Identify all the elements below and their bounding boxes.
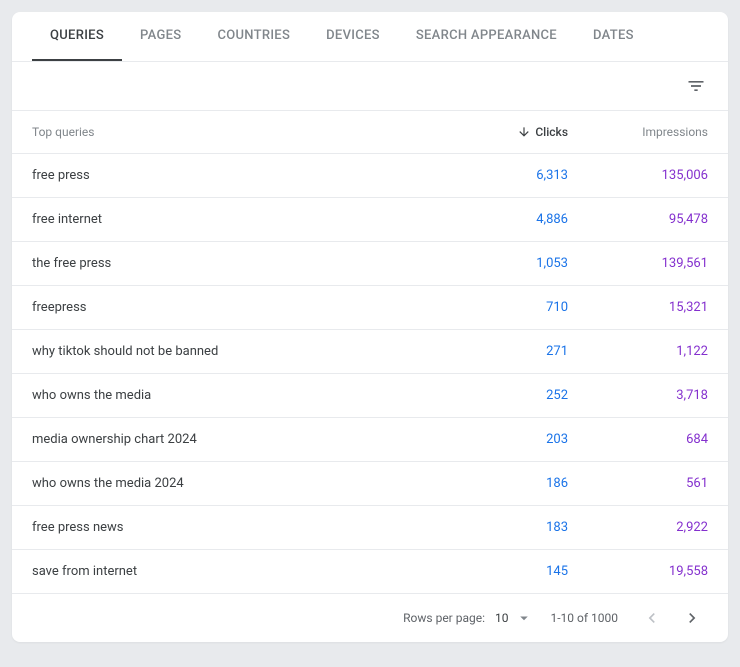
prev-page-button[interactable] [636, 602, 668, 634]
impressions-cell: 2,922 [568, 520, 708, 535]
column-header-clicks[interactable]: Clicks [448, 125, 568, 139]
query-cell: free press [32, 168, 448, 183]
clicks-cell: 1,053 [448, 256, 568, 271]
table-row[interactable]: who owns the media 2024186561 [12, 462, 728, 506]
column-header-impressions[interactable]: Impressions [568, 125, 708, 139]
table-row[interactable]: why tiktok should not be banned2711,122 [12, 330, 728, 374]
clicks-cell: 183 [448, 520, 568, 535]
impressions-cell: 135,006 [568, 168, 708, 183]
query-cell: freepress [32, 300, 448, 315]
table-header: Top queries Clicks Impressions [12, 110, 728, 154]
column-header-query[interactable]: Top queries [32, 125, 448, 139]
clicks-cell: 271 [448, 344, 568, 359]
query-cell: save from internet [32, 564, 448, 579]
table-body: free press6,313135,006free internet4,886… [12, 154, 728, 594]
impressions-cell: 684 [568, 432, 708, 447]
tab-dates[interactable]: DATES [575, 12, 652, 61]
clicks-cell: 203 [448, 432, 568, 447]
chevron-right-icon [682, 608, 702, 628]
next-page-button[interactable] [676, 602, 708, 634]
impressions-cell: 1,122 [568, 344, 708, 359]
impressions-cell: 15,321 [568, 300, 708, 315]
query-cell: who owns the media [32, 388, 448, 403]
tab-devices[interactable]: DEVICES [308, 12, 398, 61]
pagination-buttons [636, 602, 708, 634]
pagination-range: 1-10 of 1000 [551, 611, 619, 625]
query-cell: free internet [32, 212, 448, 227]
tab-queries[interactable]: QUERIES [32, 12, 122, 61]
table-row[interactable]: freepress71015,321 [12, 286, 728, 330]
filter-bar [12, 62, 728, 110]
table-row[interactable]: free internet4,88695,478 [12, 198, 728, 242]
dropdown-icon [515, 609, 533, 627]
sort-descending-icon [517, 125, 531, 139]
query-cell: why tiktok should not be banned [32, 344, 448, 359]
tab-countries[interactable]: COUNTRIES [199, 12, 308, 61]
query-cell: free press news [32, 520, 448, 535]
impressions-cell: 3,718 [568, 388, 708, 403]
table-row[interactable]: media ownership chart 2024203684 [12, 418, 728, 462]
chevron-left-icon [642, 608, 662, 628]
query-cell: who owns the media 2024 [32, 476, 448, 491]
clicks-cell: 252 [448, 388, 568, 403]
rows-per-page-dropdown[interactable]: 10 [495, 609, 533, 627]
query-cell: media ownership chart 2024 [32, 432, 448, 447]
tab-search-appearance[interactable]: SEARCH APPEARANCE [398, 12, 575, 61]
column-header-clicks-label: Clicks [535, 125, 568, 139]
table-row[interactable]: save from internet14519,558 [12, 550, 728, 594]
tabs-container: QUERIES PAGES COUNTRIES DEVICES SEARCH A… [12, 12, 728, 62]
impressions-cell: 19,558 [568, 564, 708, 579]
table-footer: Rows per page: 10 1-10 of 1000 [12, 594, 728, 642]
clicks-cell: 145 [448, 564, 568, 579]
table-row[interactable]: free press6,313135,006 [12, 154, 728, 198]
table-row[interactable]: who owns the media2523,718 [12, 374, 728, 418]
impressions-cell: 139,561 [568, 256, 708, 271]
rows-per-page-label: Rows per page: [403, 611, 485, 625]
filter-icon[interactable] [684, 74, 708, 98]
table-row[interactable]: the free press1,053139,561 [12, 242, 728, 286]
rows-per-page-value: 10 [495, 611, 509, 625]
rows-per-page: Rows per page: 10 [403, 609, 532, 627]
performance-card: QUERIES PAGES COUNTRIES DEVICES SEARCH A… [12, 12, 728, 642]
clicks-cell: 710 [448, 300, 568, 315]
clicks-cell: 4,886 [448, 212, 568, 227]
clicks-cell: 186 [448, 476, 568, 491]
table-row[interactable]: free press news1832,922 [12, 506, 728, 550]
tab-pages[interactable]: PAGES [122, 12, 199, 61]
impressions-cell: 561 [568, 476, 708, 491]
clicks-cell: 6,313 [448, 168, 568, 183]
impressions-cell: 95,478 [568, 212, 708, 227]
query-cell: the free press [32, 256, 448, 271]
